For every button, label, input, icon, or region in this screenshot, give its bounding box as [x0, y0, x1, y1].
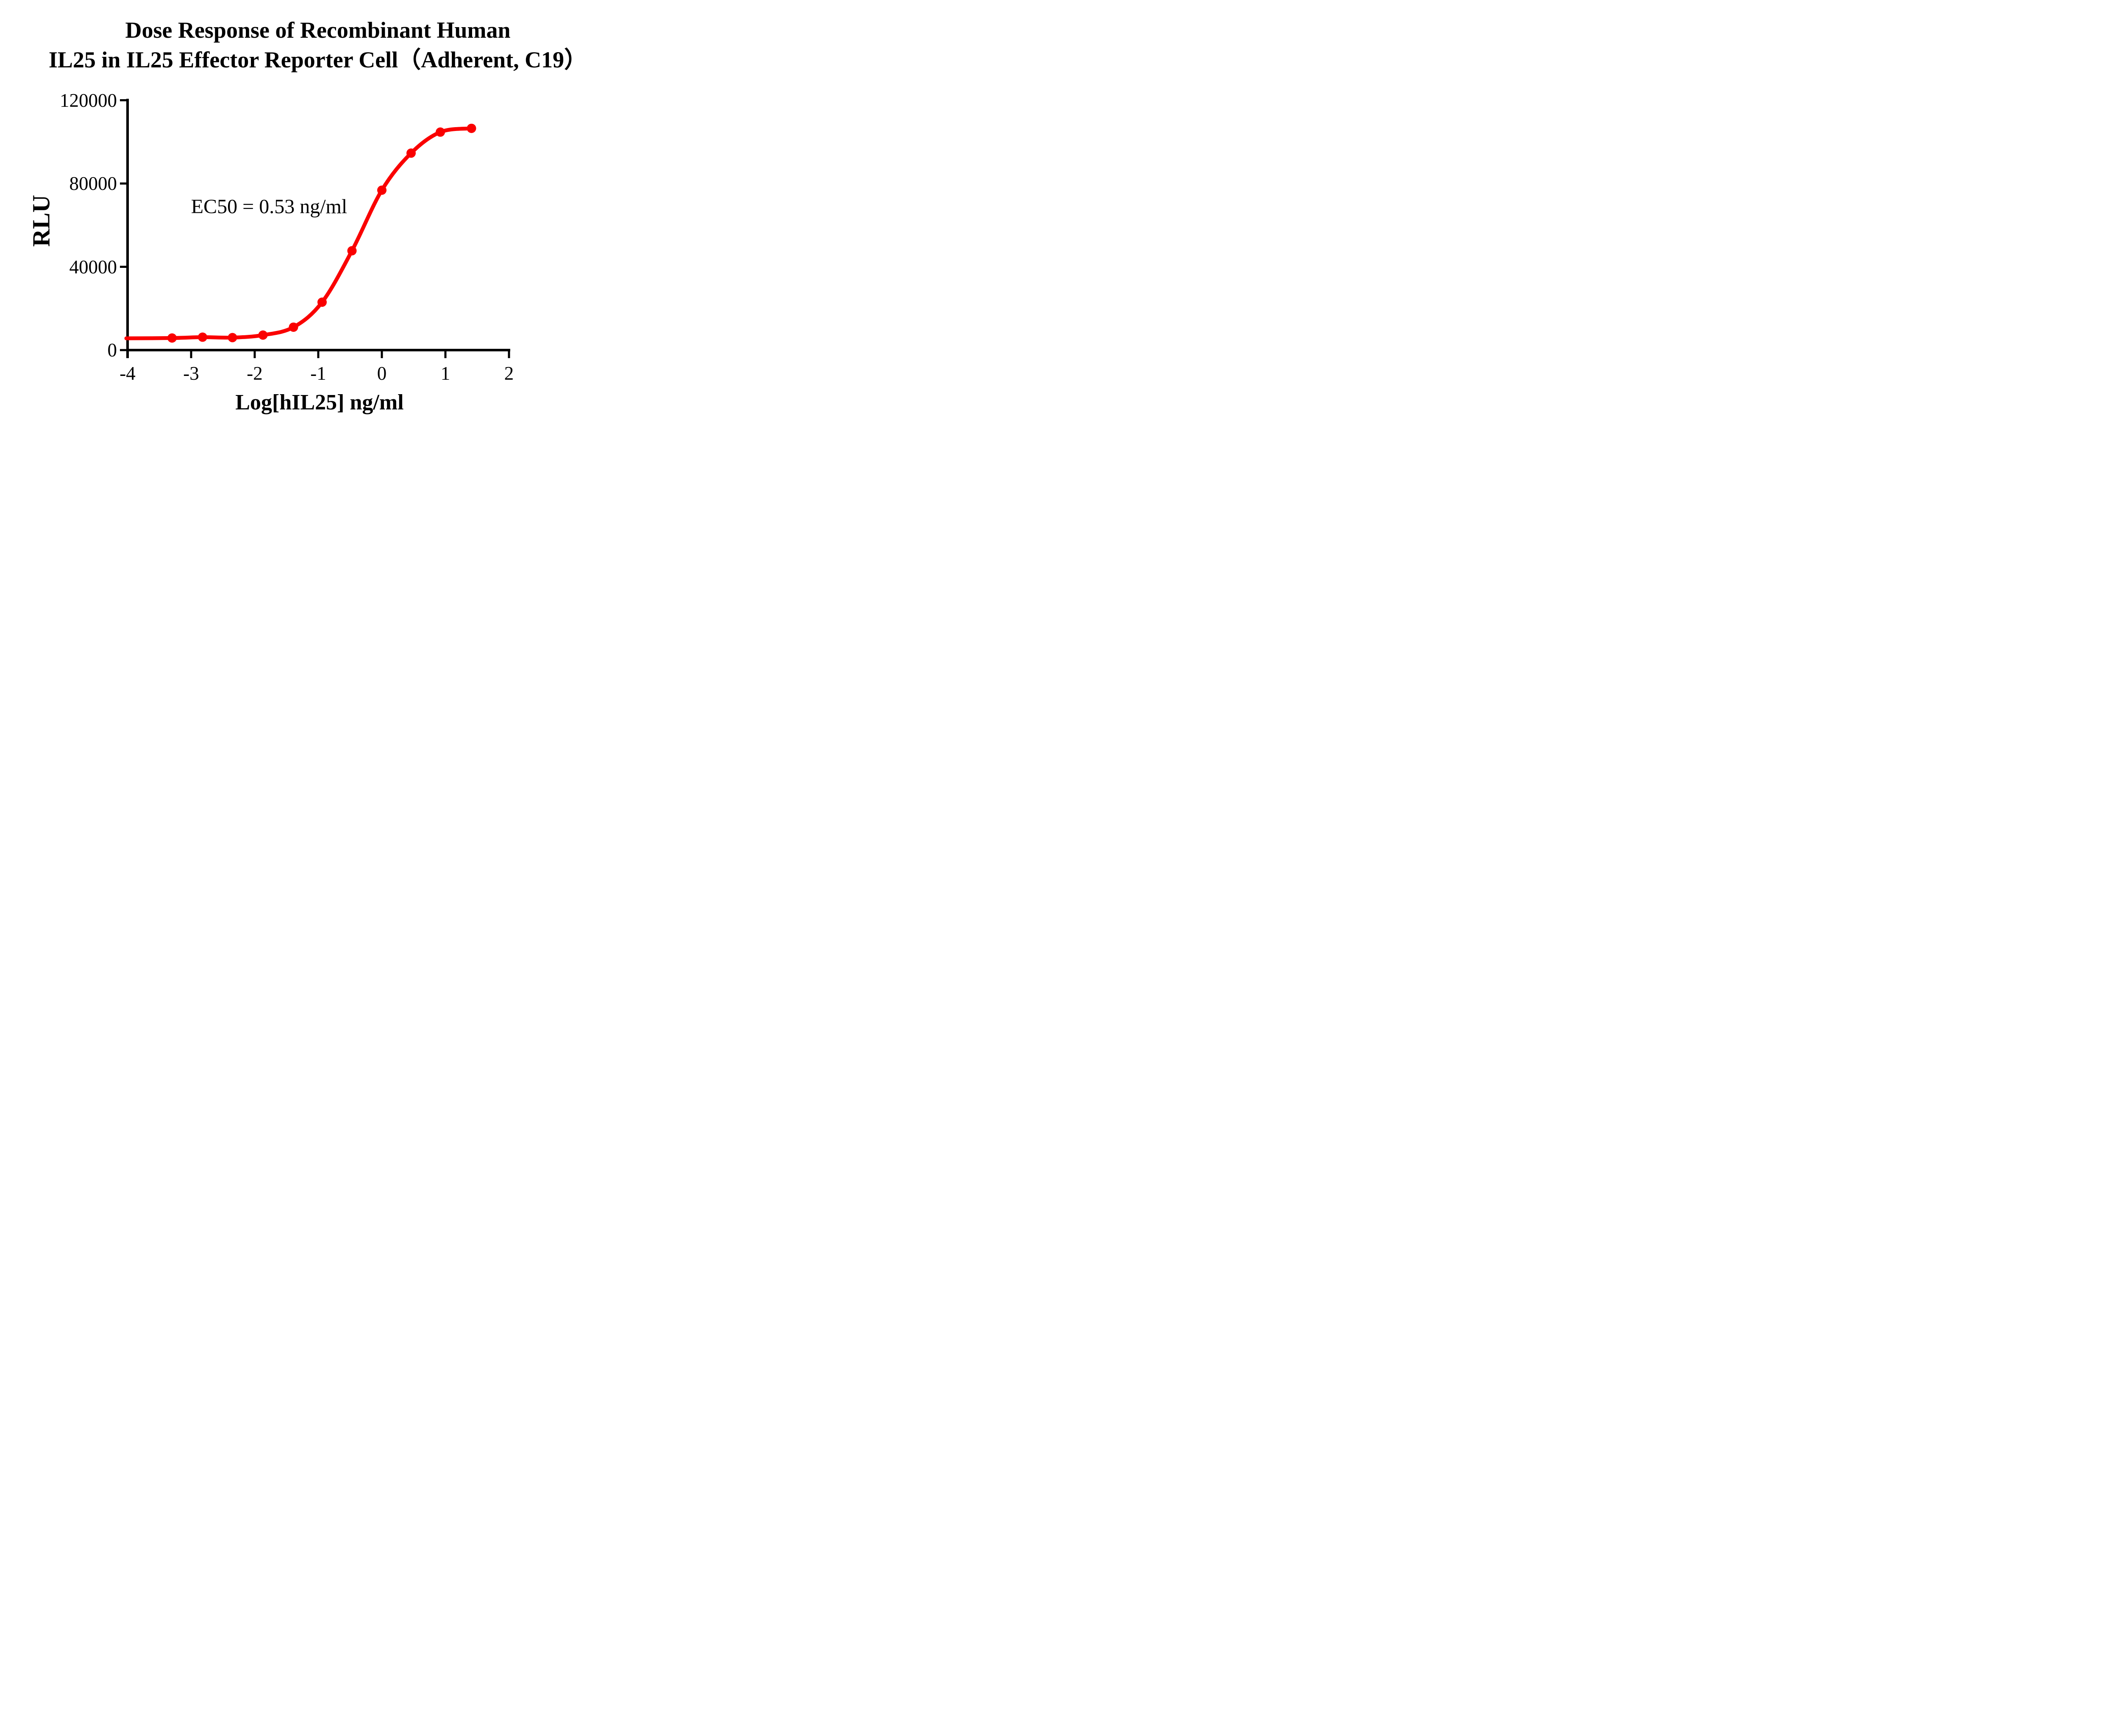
- data-point-marker: [377, 185, 387, 195]
- x-tick-label: 1: [440, 363, 450, 384]
- y-tick-label: 80000: [69, 173, 117, 194]
- data-point-marker: [198, 332, 207, 342]
- chart-title-line2: IL25 in IL25 Effector Reporter Cell（Adhe…: [48, 47, 587, 72]
- y-tick-label: 0: [107, 339, 117, 361]
- data-point-marker: [289, 322, 298, 332]
- x-tick-label: 0: [377, 363, 387, 384]
- data-point-marker: [406, 148, 416, 158]
- fit-curve: [124, 126, 473, 340]
- chart-title-line1: Dose Response of Recombinant Human: [125, 17, 511, 43]
- y-tick-label: 40000: [69, 256, 117, 278]
- data-point-marker: [347, 246, 357, 256]
- x-tick-label: -1: [310, 363, 326, 384]
- x-tick-label: -2: [247, 363, 263, 384]
- ec50-annotation: EC50 = 0.53 ng/ml: [191, 195, 348, 218]
- dose-response-chart: Dose Response of Recombinant Human IL25 …: [0, 0, 610, 434]
- data-point-marker: [228, 333, 237, 342]
- data-point-marker: [258, 330, 268, 340]
- y-axis-title: RLU: [27, 195, 55, 247]
- x-axis-title: Log[hIL25] ng/ml: [235, 390, 404, 415]
- x-tick-label: -4: [120, 363, 136, 384]
- data-point-marker: [436, 127, 445, 137]
- data-point-marker: [167, 333, 177, 343]
- data-point-marker: [317, 298, 327, 307]
- data-point-marker: [467, 123, 476, 133]
- x-tick-label: 2: [504, 363, 514, 384]
- x-tick-label: -3: [183, 363, 199, 384]
- plot-svg: [120, 99, 510, 358]
- y-tick-label: 120000: [60, 89, 117, 111]
